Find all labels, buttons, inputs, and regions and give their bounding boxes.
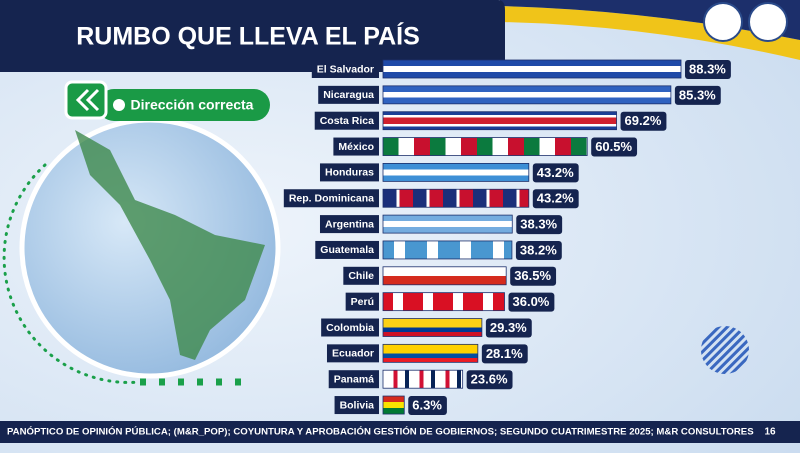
bar <box>382 111 617 131</box>
category-label: México <box>338 141 374 153</box>
value-label-box <box>508 292 555 312</box>
category-box <box>314 111 379 130</box>
value-label-box <box>408 396 447 416</box>
category-label: El Salvador <box>317 63 374 75</box>
bar <box>382 162 530 182</box>
value-label: 36.0% <box>513 294 550 309</box>
value-label: 85.3% <box>679 87 716 102</box>
decor-dots <box>2 163 142 384</box>
category-label: Colombia <box>326 322 374 334</box>
value-label-box <box>685 60 731 79</box>
value-label: 60.5% <box>595 139 632 154</box>
value-label: 6.3% <box>412 397 442 412</box>
title-banner <box>0 0 505 72</box>
category-box <box>283 189 379 208</box>
value-label: 38.2% <box>520 242 557 257</box>
value-label-box <box>481 344 528 364</box>
value-label: 23.6% <box>471 372 508 387</box>
category-label: Ecuador <box>332 348 374 360</box>
footer-text: PANÓPTICO DE OPINIÓN PÚBLICA; (M&R_POP);… <box>7 426 754 438</box>
category-box <box>319 163 379 182</box>
value-label-box <box>466 370 513 390</box>
category-box <box>326 344 379 363</box>
page-number: 16 <box>764 427 776 438</box>
map-shape <box>75 130 265 360</box>
value-label: 43.2% <box>537 165 574 180</box>
legend-dot <box>113 99 125 111</box>
category-box <box>333 137 379 156</box>
value-label: 38.3% <box>520 217 557 232</box>
value-label: 36.5% <box>514 268 551 283</box>
category-label: Bolivia <box>340 399 375 411</box>
bar <box>382 214 513 234</box>
value-label: 43.2% <box>537 191 574 206</box>
value-label-box <box>510 266 557 286</box>
category-box <box>328 370 379 389</box>
value-label-box <box>591 137 638 157</box>
bars: El Salvador 88.3% Nicaragua 85.3% Costa Rica… <box>283 59 731 416</box>
logo <box>748 2 788 42</box>
bar <box>382 137 588 156</box>
category-label: Panamá <box>334 373 374 385</box>
value-label-box <box>516 215 563 235</box>
value-label-box <box>515 240 562 260</box>
value-label-box <box>674 85 721 105</box>
category-box <box>318 85 379 104</box>
footer-bar <box>0 421 800 443</box>
chart-title: RUMBO QUE LLEVA EL PAÍS <box>76 22 420 51</box>
category-box <box>315 240 379 259</box>
category-label: Costa Rica <box>320 115 374 127</box>
value-label: 29.3% <box>490 320 527 335</box>
category-box <box>345 292 379 311</box>
category-box <box>319 215 379 234</box>
bar <box>382 292 505 312</box>
logo <box>703 2 743 42</box>
value-label-box <box>532 189 579 209</box>
value-label-box <box>620 111 667 131</box>
category-label: Chile <box>348 270 374 282</box>
decor-hatch <box>701 326 749 374</box>
decor-stripe <box>500 6 800 60</box>
category-label: Guatemala <box>320 244 374 256</box>
bar <box>382 188 530 208</box>
bar <box>382 343 479 363</box>
bar <box>382 240 513 260</box>
value-label: 88.3% <box>689 61 726 76</box>
bar <box>382 369 464 389</box>
category-label: Perú <box>351 296 374 308</box>
category-label: Rep. Dominicana <box>289 193 374 205</box>
value-label: 28.1% <box>486 346 523 361</box>
legend-label: Dirección correcta <box>131 97 254 113</box>
bar <box>382 59 682 79</box>
legend-icon-arrow <box>75 88 100 112</box>
value-label: 69.2% <box>625 113 662 128</box>
bar <box>382 85 672 105</box>
category-box <box>343 266 379 285</box>
category-label: Nicaragua <box>323 89 374 101</box>
bar <box>382 318 483 337</box>
value-label-box <box>485 318 532 338</box>
category-label: Honduras <box>325 167 374 179</box>
category-box <box>311 60 379 78</box>
legend-pill <box>98 89 270 121</box>
value-label-box <box>532 163 579 183</box>
category-box <box>334 396 379 415</box>
category-label: Argentina <box>325 218 374 230</box>
bar <box>382 266 507 286</box>
bar <box>382 395 405 415</box>
category-box <box>321 318 379 337</box>
